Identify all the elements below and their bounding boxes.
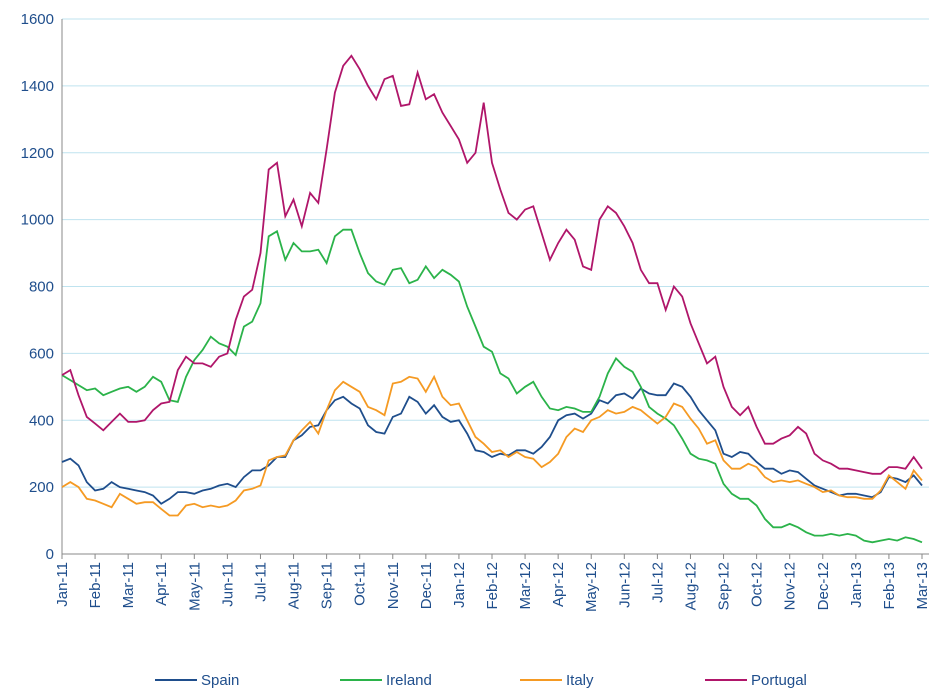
x-tick-label: Jun-11: [219, 562, 236, 607]
x-tick-label: Oct-11: [352, 562, 369, 606]
x-tick-label: Jun-12: [616, 562, 633, 608]
legend-label: Ireland: [386, 672, 432, 689]
x-tick-label: Mar-12: [517, 562, 534, 610]
x-tick-label: May-11: [186, 562, 203, 611]
series-line: [61, 54, 923, 475]
x-tick-label: Sep-11: [319, 562, 336, 609]
y-tick-label: 400: [29, 412, 54, 429]
x-tick-label: Feb-13: [881, 562, 898, 610]
x-tick-label: Nov-12: [782, 562, 799, 610]
x-tick-label: Mar-13: [914, 562, 929, 610]
legend-entry: Portugal: [705, 672, 807, 689]
legend-entry: Italy: [520, 672, 594, 689]
series-line: [61, 228, 923, 544]
x-tick-label: Jan-13: [848, 562, 865, 608]
y-tick-label: 1400: [21, 78, 54, 95]
x-tick-label: Aug-12: [682, 562, 699, 610]
y-tick-label: 1200: [21, 145, 54, 162]
legend-label: Spain: [201, 672, 239, 689]
x-tick-label: Nov-11: [385, 562, 402, 609]
series-line: [61, 374, 923, 517]
x-tick-label: May-12: [583, 562, 600, 612]
x-tick-label: Apr-11: [153, 562, 170, 606]
x-tick-label: Mar-11: [120, 562, 137, 608]
x-tick-label: Oct-12: [749, 562, 766, 607]
y-tick-label: 0: [46, 546, 54, 563]
y-tick-label: 600: [29, 345, 54, 362]
y-tick-label: 1600: [21, 11, 54, 28]
x-tick-label: Aug-11: [286, 562, 303, 609]
x-tick-label: Feb-11: [87, 562, 104, 608]
legend-label: Italy: [566, 672, 594, 689]
x-tick-label: Dec-11: [418, 562, 435, 609]
x-tick-label: Jul-12: [649, 562, 666, 603]
x-tick-label: Jan-11: [54, 562, 71, 607]
x-tick-label: Feb-12: [484, 562, 501, 610]
y-tick-label: 800: [29, 279, 54, 296]
series-line: [61, 382, 923, 505]
y-tick-label: 1000: [21, 212, 54, 229]
legend-entry: Ireland: [340, 672, 432, 689]
x-tick-label: Dec-12: [815, 562, 832, 610]
x-tick-label: Apr-12: [550, 562, 567, 607]
legend-label: Portugal: [751, 672, 807, 689]
legend-entry: Spain: [155, 672, 239, 689]
x-tick-label: Jan-12: [451, 562, 468, 608]
x-tick-label: Jul-11: [252, 562, 269, 602]
x-tick-label: Sep-12: [716, 562, 733, 610]
y-tick-label: 200: [29, 479, 54, 496]
